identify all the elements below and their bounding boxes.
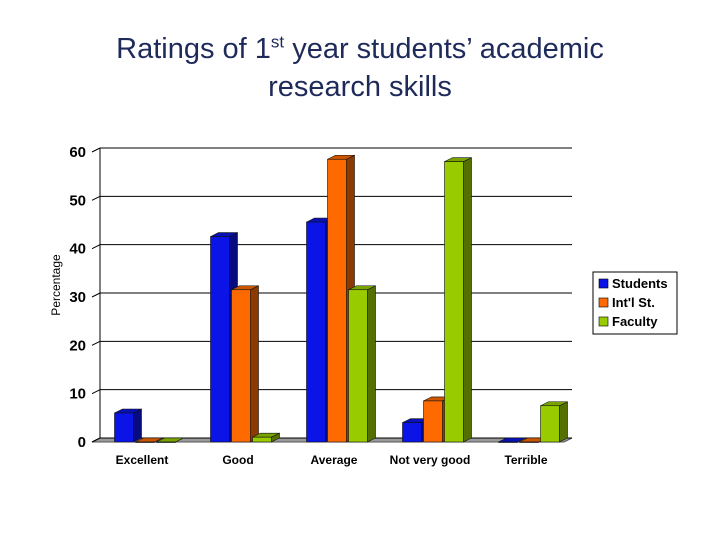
title-line2: research skills (268, 71, 452, 103)
bar-front (540, 405, 560, 443)
y-axis-label: Percentage (49, 254, 63, 316)
bar-front (135, 441, 155, 443)
bar-side (367, 285, 376, 443)
x-tick-label: Not very good (390, 453, 471, 467)
title-line1-post: year students’ academic (284, 33, 604, 65)
gridline-depth (91, 244, 101, 250)
bar-front (231, 289, 251, 443)
bar-side (133, 408, 142, 443)
bar-front (519, 441, 539, 443)
legend-label: Students (612, 276, 668, 291)
bar-front (498, 441, 518, 443)
bar-faculty-good (252, 432, 280, 443)
legend-swatch (598, 316, 609, 327)
bar-students-excellent (114, 408, 142, 443)
y-tick-label: 50 (69, 192, 86, 209)
bar-faculty-average (348, 285, 376, 443)
gridline-depth (91, 340, 101, 346)
x-axis-ticks: Excellent Good Average Not very good Terribl… (116, 453, 548, 467)
bar-faculty-not-very-good (444, 157, 472, 443)
bar-int-l-st--excellent (135, 437, 163, 443)
chart-title: Ratings of 1st year students’ academic r… (40, 30, 680, 106)
bar-students-terrible (498, 437, 526, 443)
bar-side (250, 285, 259, 443)
bar-front (252, 436, 272, 443)
y-axis-ticks: 0 10 20 30 40 50 60 (69, 144, 86, 451)
y-tick-label: 20 (69, 337, 86, 354)
legend-swatch (598, 297, 609, 308)
bar-front (327, 158, 347, 443)
gridline-depth (91, 195, 101, 201)
bar-faculty-excellent (156, 437, 184, 443)
bar-front (114, 412, 134, 443)
bar-side (463, 157, 472, 443)
x-tick-label: Average (311, 453, 358, 467)
x-tick-label: Good (222, 453, 253, 467)
bar-front (348, 289, 368, 443)
bar-side (559, 401, 568, 443)
y-tick-label: 60 (69, 144, 86, 161)
bar-faculty-terrible (540, 401, 568, 443)
gridline-depth (91, 292, 101, 298)
gridline-depth (91, 437, 101, 443)
bar-front (210, 236, 230, 443)
gridline-depth (91, 147, 101, 153)
bars (114, 154, 568, 443)
x-tick-label: Excellent (116, 453, 169, 467)
legend: Students Int'l St. Faculty (592, 271, 678, 335)
bar-front (402, 422, 422, 443)
title-line1-pre: Ratings of 1 (116, 33, 271, 65)
y-tick-label: 10 (69, 386, 86, 403)
y-tick-label: 0 (78, 434, 86, 451)
gridline-depth (91, 389, 101, 395)
x-tick-label: Terrible (504, 453, 547, 467)
title-line1-sup: st (270, 32, 285, 52)
legend-label: Faculty (612, 314, 658, 329)
bar-int-l-st--good (231, 285, 259, 443)
bar-front (423, 400, 443, 443)
bar-front (156, 441, 176, 443)
legend-swatch (598, 278, 609, 289)
y-tick-label: 40 (69, 241, 86, 258)
bar-front (306, 221, 326, 443)
legend-label: Int'l St. (612, 295, 655, 310)
bar-front (444, 161, 464, 443)
y-tick-label: 30 (69, 289, 86, 306)
